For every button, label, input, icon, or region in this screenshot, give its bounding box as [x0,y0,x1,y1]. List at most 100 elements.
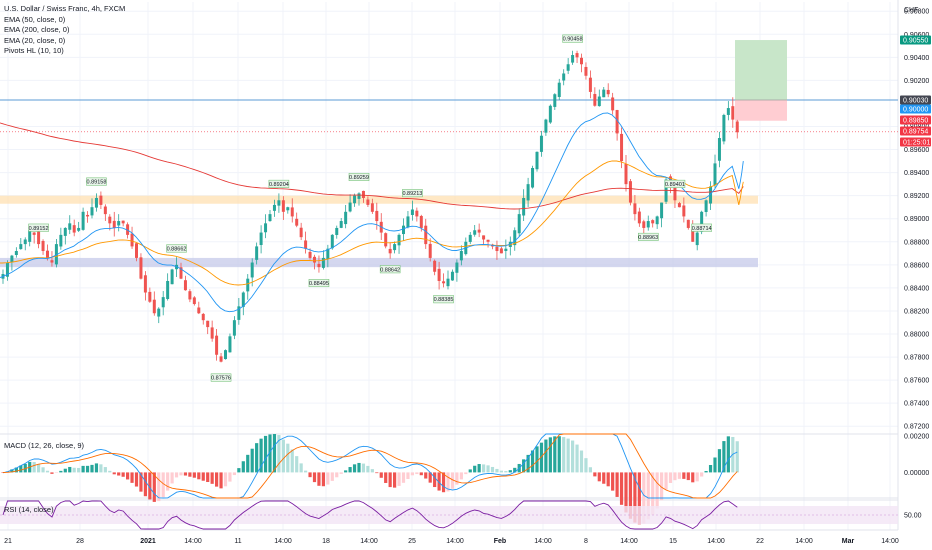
candle [313,254,316,270]
candle [63,227,67,245]
time-axis[interactable]: 21 28 2021 14:00 11 14:00 18 14:00 25 14:00 Feb 14:… [4,538,899,545]
pivot-label: 0.88495 [308,279,330,288]
candle [508,236,512,256]
candle-body [304,240,308,249]
candle [361,190,365,203]
candle [548,104,552,124]
macd-histogram-bar [655,472,659,509]
pivot-label: 0.87576 [210,373,232,382]
candle [517,208,521,237]
price-axis[interactable]: CHF0.908000.906000.904000.902000.898000.… [904,7,929,520]
price-tick-label: 0.87400 [904,401,929,408]
ema200-line [0,122,744,210]
candle [513,227,517,251]
candle [366,196,370,208]
candle [499,246,503,254]
candle-body [393,244,397,251]
macd-pane[interactable] [1,433,739,525]
candle [81,207,85,231]
price-tag-value: 0.89754 [903,128,928,135]
macd-label[interactable]: MACD (12, 26, close, 9) [4,441,85,450]
candle-body [313,256,316,263]
candle-body [513,230,517,246]
candle-body [642,221,646,228]
candle [459,245,463,266]
macd-histogram-bar [401,472,406,483]
macd-histogram-bar [45,470,50,473]
candle-body [726,108,730,115]
candles[interactable] [1,50,739,363]
candle-body [522,197,526,216]
candle-body [277,200,281,206]
candle-body [539,135,543,152]
macd-histogram-bar [232,472,236,476]
candle [290,198,294,223]
rsi-label[interactable]: RSI (14, close) [4,505,54,514]
candle [637,207,641,227]
candle [482,235,486,244]
candle-body [375,210,379,222]
macd-histogram-bar [660,472,664,501]
candle [344,204,348,229]
macd-histogram-bar [695,472,699,482]
pivot-label: 0.88642 [379,265,401,273]
candle-body [126,224,130,235]
candle-body [682,205,686,217]
macd-histogram-bar [619,472,624,505]
candle-body [455,262,459,273]
resistance-zone [0,195,758,204]
candle-body [468,234,472,242]
macd-histogram-bar [263,435,268,473]
macd-histogram-bar [544,439,548,473]
candle-body [86,214,90,217]
candle-body [477,229,481,233]
candle [272,199,276,217]
pivot-box [308,279,330,288]
candle-body [397,234,401,246]
macd-histogram-bar [468,469,472,473]
price-tag-box [900,115,931,125]
candle-body [161,297,165,308]
candle-body [442,281,446,284]
candle [179,262,183,280]
macd-histogram-bar [597,472,601,482]
indicator-ema50[interactable]: EMA (50, close, 0) [4,14,66,24]
indicator-ema200[interactable]: EMA (200, close, 0) [4,25,70,34]
macd-histogram-bar [312,472,317,483]
macd-histogram-bar [326,472,330,485]
candle-body [446,278,450,287]
candle [112,211,116,237]
macd-histogram-bar [237,468,241,473]
macd-histogram-bar [192,472,196,478]
macd-histogram-bar [63,468,67,473]
macd-histogram-bar [615,472,619,497]
candle [686,219,690,230]
candle [677,201,681,208]
rsi-pane[interactable] [0,500,898,530]
macd-histogram-bar [126,472,130,480]
macd-histogram-bar [495,468,499,473]
candle [197,301,201,315]
candle [713,154,717,188]
candle [535,151,539,172]
macd-histogram-bar [197,472,201,480]
macd-histogram-bar [473,465,477,473]
macd-histogram-bar [646,472,650,520]
candle-body [571,55,575,63]
candle [442,273,446,288]
indicator-pivots[interactable]: Pivots HL (10, 10) [4,46,64,55]
macd-histogram-bar [321,472,325,487]
candle [606,83,610,98]
symbol-title[interactable]: U.S. Dollar / Swiss Franc, 4h, FXCM [4,4,126,13]
pivot-value: 0.89259 [349,175,369,181]
macd-histogram-bar [633,472,637,523]
macd-histogram-bar [704,471,708,473]
indicator-ema20[interactable]: EMA (20, close, 0) [4,35,66,45]
candle-body [246,278,250,292]
candle [388,242,392,259]
candle-body [103,206,107,215]
pivot-value: 0.89158 [87,180,107,186]
macd-histogram-bar [223,472,228,487]
macd-histogram-bar [32,462,36,473]
